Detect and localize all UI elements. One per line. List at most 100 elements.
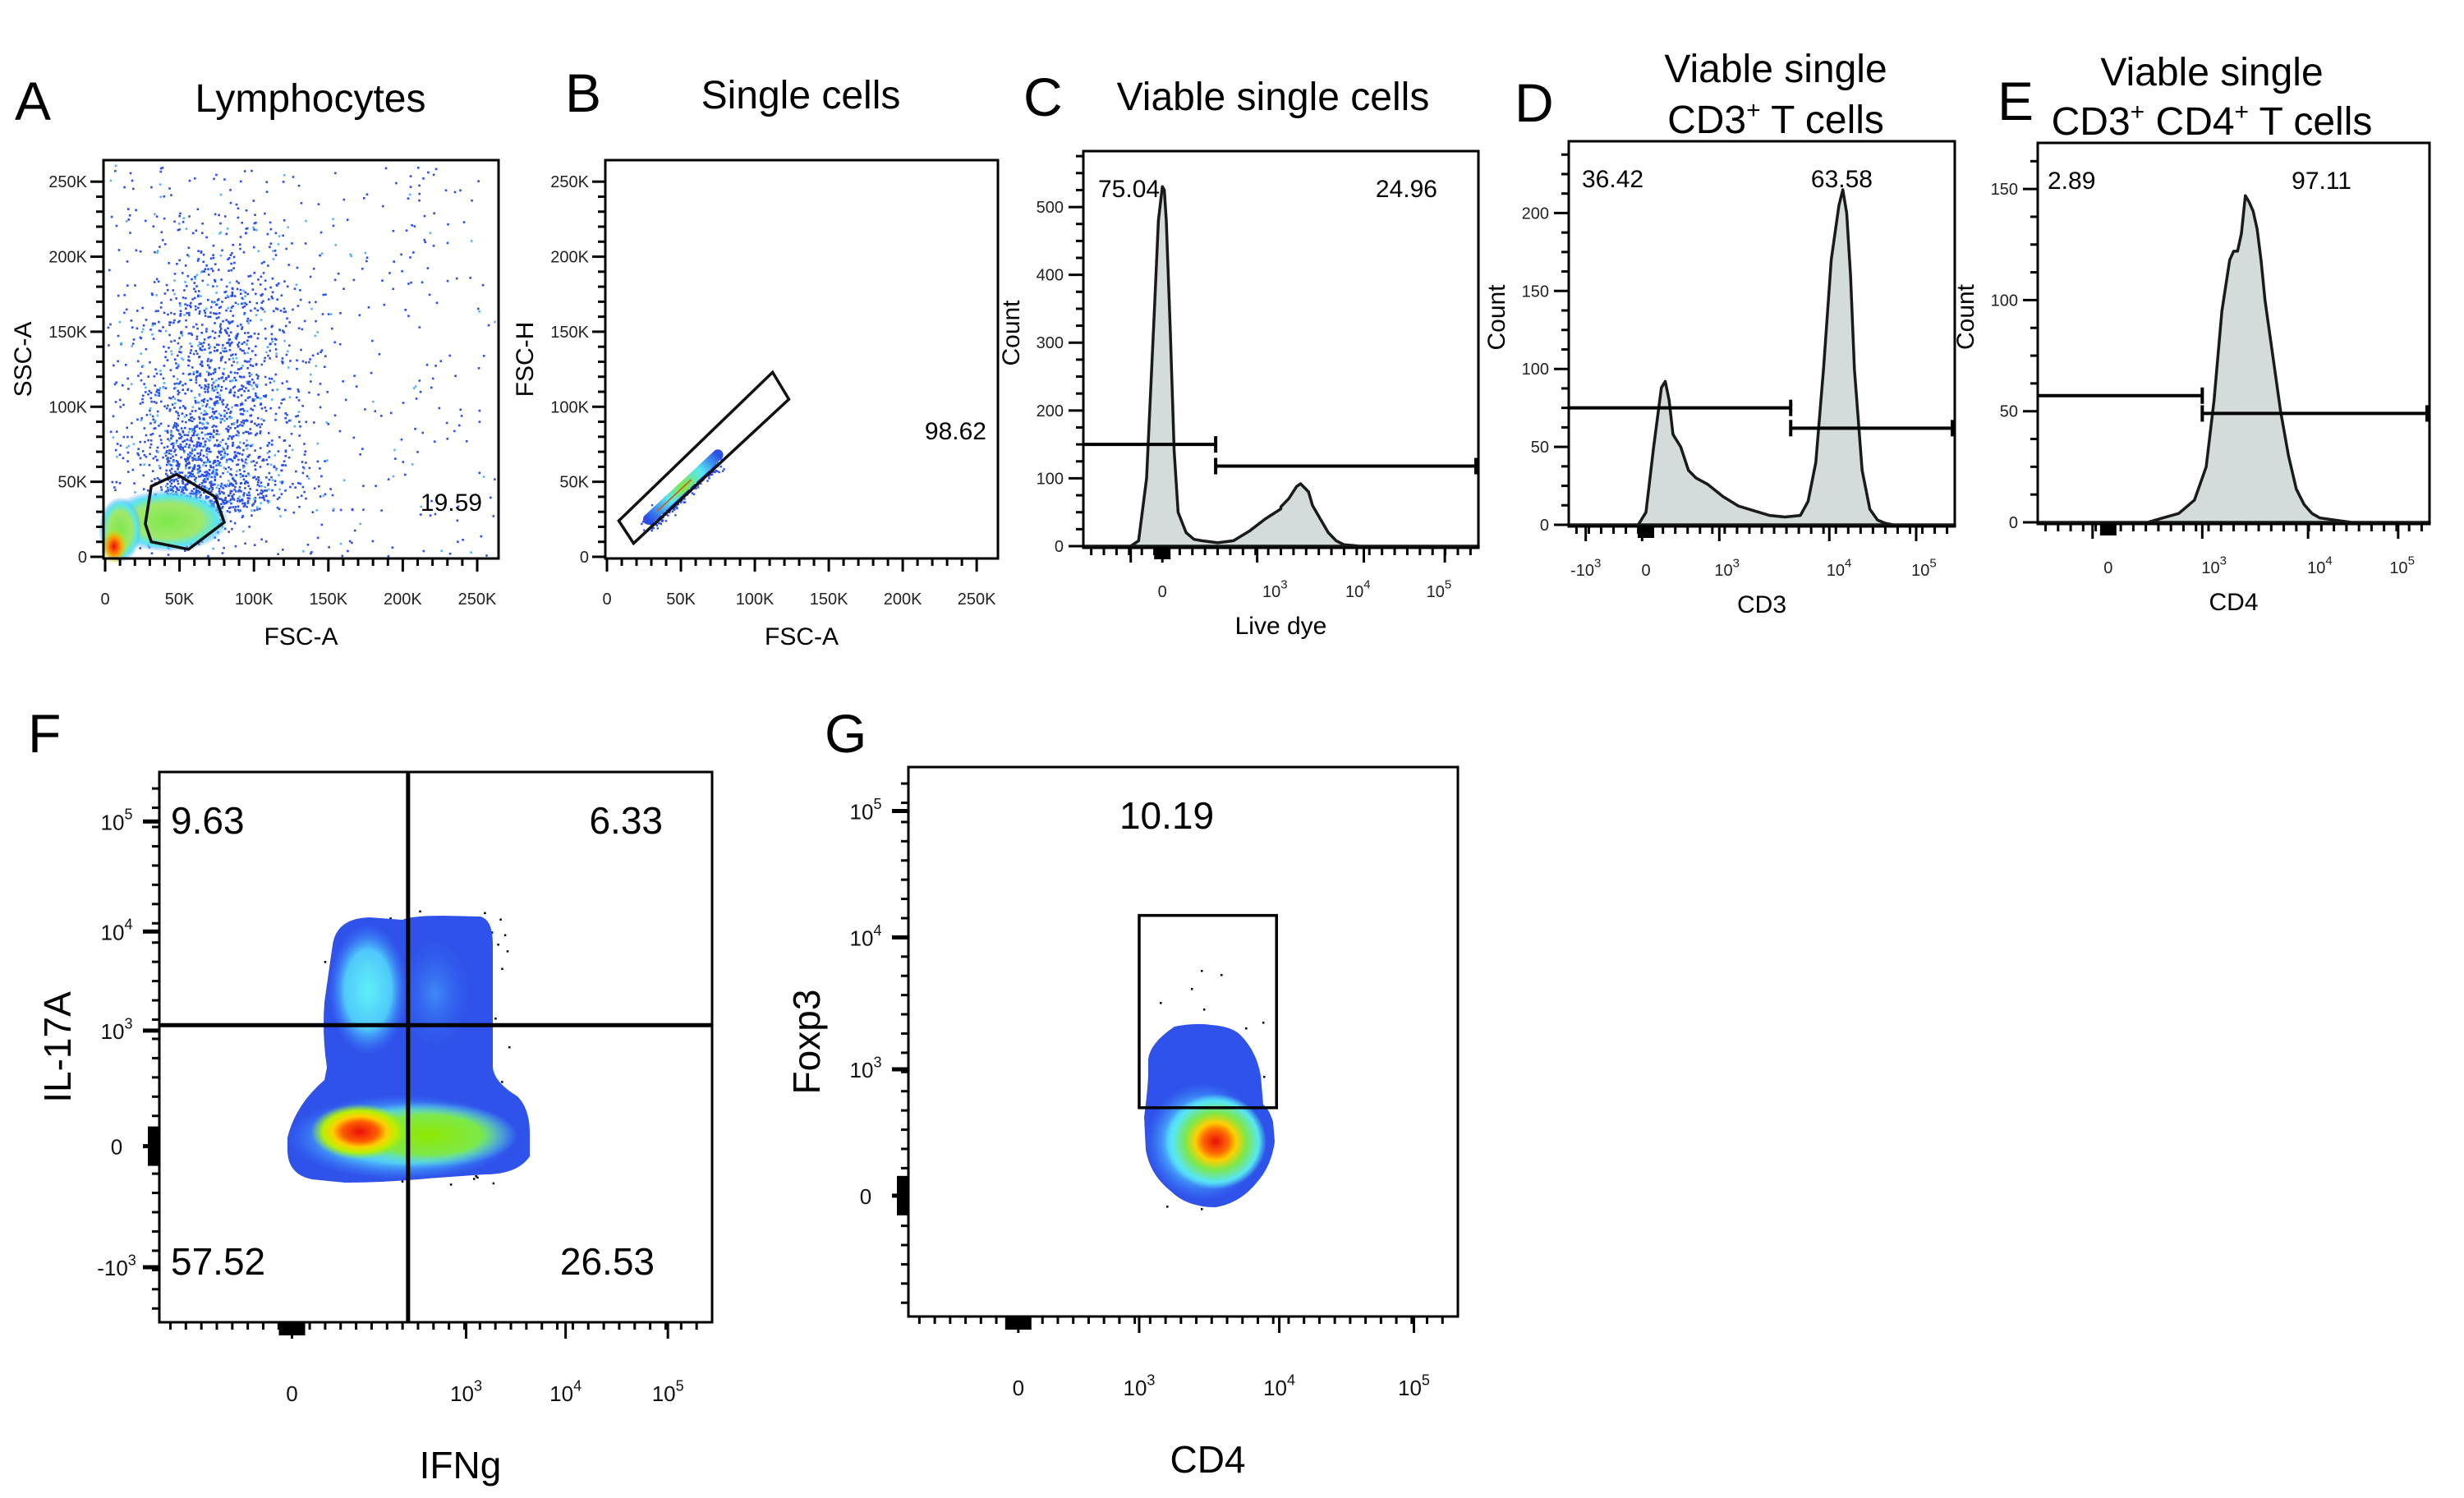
event-dot (191, 452, 193, 455)
event-dot (168, 460, 171, 462)
event-dot (170, 194, 172, 196)
event-dot (263, 419, 265, 422)
event-dot (191, 449, 194, 452)
event-dot (213, 425, 215, 427)
event-dot (219, 352, 222, 355)
event-dot (189, 342, 191, 345)
event-dot (213, 389, 215, 392)
y-tick-label: 104 (850, 922, 882, 951)
panel-letter-c: C (1023, 67, 1063, 127)
event-dot (193, 427, 196, 430)
event-dot (196, 452, 199, 455)
event-dot (262, 300, 264, 303)
event-dot (211, 471, 214, 475)
event-dot (232, 305, 234, 308)
event-dot (256, 337, 260, 340)
event-dot (155, 390, 159, 393)
event-dot (233, 376, 236, 379)
tick-exponent: 4 (573, 1377, 582, 1394)
event-dot (393, 448, 396, 452)
event-dot (223, 347, 227, 350)
event-dot (302, 466, 305, 469)
event-dot (203, 397, 206, 401)
event-dot (197, 475, 200, 478)
event-dot (170, 467, 173, 471)
event-dot (194, 278, 197, 280)
event-dot (169, 457, 172, 460)
event-dot (212, 254, 214, 256)
event-dot (364, 408, 366, 411)
event-dot (238, 489, 241, 492)
event-dot (178, 259, 182, 262)
event-dot (179, 380, 182, 384)
event-dot (251, 378, 254, 381)
event-dot (710, 473, 712, 476)
event-dot (232, 386, 235, 389)
event-dot (260, 418, 263, 420)
event-dot (200, 251, 203, 254)
event-dot (126, 377, 129, 380)
event-dot (250, 309, 252, 312)
event-dot (232, 478, 235, 481)
event-dot (197, 457, 200, 461)
event-dot (643, 529, 646, 531)
event-dot (140, 330, 144, 333)
event-dot (232, 353, 234, 356)
event-dot (255, 363, 258, 366)
event-dot (297, 411, 301, 413)
event-dot (687, 489, 689, 491)
event-dot (158, 394, 160, 397)
event-dot (334, 172, 337, 175)
event-dot (223, 409, 226, 412)
event-dot (301, 328, 304, 331)
outlier-dot (472, 1178, 476, 1180)
event-dot (268, 478, 271, 481)
event-dot (192, 373, 195, 375)
event-dot (683, 498, 686, 500)
event-dot (282, 181, 285, 183)
event-dot (315, 301, 317, 304)
event-dot (400, 438, 403, 441)
event-dot (162, 386, 164, 389)
event-dot (184, 445, 186, 448)
panel-d: D Viable single CD3+ T cells 36.42 63.580… (1483, 48, 1956, 618)
y-axis-label: SSC-A (10, 322, 37, 397)
event-dot (188, 360, 191, 362)
event-dot (116, 443, 119, 445)
event-dot (165, 463, 168, 466)
event-dot (215, 173, 218, 177)
tick-exponent: 5 (2408, 554, 2415, 568)
x-tick-label: 103 (1714, 557, 1740, 581)
gate-percent: 19.59 (421, 489, 482, 517)
event-dot (268, 441, 270, 444)
event-dot (288, 321, 291, 324)
event-dot (202, 437, 205, 440)
event-dot (448, 354, 451, 357)
density-upper-cyan (329, 924, 407, 1055)
y-tick-label: 200 (1522, 204, 1549, 223)
event-dot (365, 193, 369, 196)
event-dot (431, 377, 434, 380)
event-dot (208, 347, 210, 350)
event-dot (327, 423, 330, 425)
event-dot (333, 414, 337, 417)
x-tick-label: 104 (2307, 554, 2333, 578)
event-dot (233, 451, 237, 454)
event-dot (159, 434, 161, 438)
event-dot (186, 453, 190, 456)
event-dot (226, 411, 228, 415)
event-dot (391, 546, 394, 549)
event-dot (223, 367, 226, 370)
event-dot (212, 244, 215, 247)
event-dot (178, 462, 181, 466)
event-dot (305, 361, 307, 364)
event-dot (197, 306, 200, 310)
event-dot (297, 390, 300, 393)
event-dot (178, 337, 181, 339)
event-dot (149, 361, 151, 364)
outlier-dot (401, 1180, 404, 1183)
event-dot (184, 466, 187, 470)
event-dot (199, 347, 201, 350)
event-dot (275, 468, 278, 471)
event-dot (155, 215, 159, 218)
